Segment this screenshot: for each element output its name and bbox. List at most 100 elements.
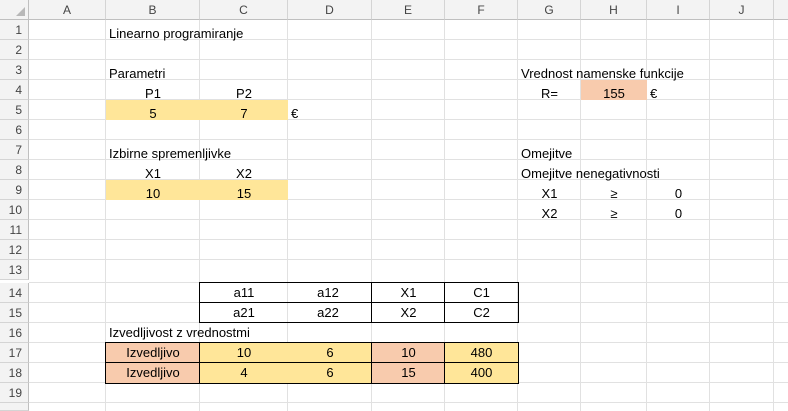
- cell-b3-parametri[interactable]: Parametri: [109, 66, 166, 81]
- cell-d14-text: a12: [317, 285, 339, 300]
- row-header-12[interactable]: 12: [0, 240, 29, 260]
- column-header-g[interactable]: G: [518, 0, 581, 20]
- gridline: [29, 402, 788, 403]
- row-header-9[interactable]: 9: [0, 180, 29, 200]
- gridline: [29, 179, 788, 180]
- row-header-15[interactable]: 15: [0, 303, 29, 323]
- cell-c14-a11[interactable]: a11 a12: [200, 283, 372, 303]
- cell-g8-nenegativnosti[interactable]: Omejitve nenegativnosti: [521, 166, 660, 181]
- cell-e18-value[interactable]: 15: [401, 365, 416, 380]
- cell-f17-value[interactable]: 480: [470, 345, 493, 360]
- column-header-h[interactable]: H: [581, 0, 647, 20]
- cell-b9-value[interactable]: 10: [145, 186, 161, 201]
- select-all-icon: [16, 7, 25, 16]
- gridline: [29, 139, 788, 140]
- cell-d18-value[interactable]: 6: [326, 365, 334, 380]
- row-header-11[interactable]: 11: [0, 220, 29, 240]
- table-row-divider: [199, 302, 519, 303]
- row-header-14[interactable]: 14: [0, 283, 29, 303]
- cell-i10-zero[interactable]: 0: [674, 206, 683, 221]
- cell-c15-a21[interactable]: a21 a22: [200, 303, 372, 323]
- cell-h4-value[interactable]: 155: [603, 86, 625, 101]
- row-header-3[interactable]: 3: [0, 60, 29, 80]
- cell-f18-value[interactable]: 400: [470, 365, 493, 380]
- column-header-e[interactable]: E: [372, 0, 445, 20]
- table-col-divider: [199, 342, 200, 384]
- cell-b18-status[interactable]: Izvedljivo: [126, 365, 180, 380]
- table-col-divider: [444, 282, 445, 323]
- cell-c17-value[interactable]: 10: [236, 345, 252, 360]
- column-header-a[interactable]: A: [29, 0, 106, 20]
- column-header-j[interactable]: J: [710, 0, 774, 20]
- row-header-partial[interactable]: [0, 403, 29, 411]
- gridline: [29, 219, 788, 220]
- table-col-divider: [371, 282, 372, 323]
- cell-b8-x1[interactable]: X1: [145, 166, 161, 181]
- row-header-16[interactable]: 16: [0, 323, 29, 343]
- cell-e17-value[interactable]: 10: [401, 345, 416, 360]
- gridline: [709, 20, 710, 411]
- cell-g3-vrednost[interactable]: Vrednost namenske funkcije: [521, 66, 684, 81]
- gridline: [646, 20, 647, 411]
- decision-vars-fill: [106, 180, 288, 200]
- cell-c8-x2[interactable]: X2: [236, 166, 252, 181]
- cell-g10-x2[interactable]: X2: [541, 206, 558, 221]
- row-header-4[interactable]: 4: [0, 80, 29, 100]
- cell-g7-omejitve[interactable]: Omejitve: [521, 146, 573, 161]
- column-header-f[interactable]: F: [445, 0, 518, 20]
- row-header-8[interactable]: 8: [0, 160, 29, 180]
- feasibility-label-fill: [106, 343, 200, 383]
- cell-d15-text: a22: [317, 305, 339, 320]
- cell-b17-status[interactable]: Izvedljivo: [126, 345, 180, 360]
- cell-h10-ge[interactable]: ≥: [610, 206, 618, 221]
- gridline: [29, 99, 788, 100]
- cell-d5-currency[interactable]: €: [291, 106, 299, 121]
- row-header-1[interactable]: 1: [0, 20, 29, 40]
- row-header-6[interactable]: 6: [0, 120, 29, 140]
- row-header-18[interactable]: 18: [0, 363, 29, 383]
- cell-i4-currency[interactable]: €: [650, 86, 658, 101]
- cell-b16-izvedljivost[interactable]: Izvedljivost z vrednostmi: [109, 325, 250, 340]
- cell-d17-value[interactable]: 6: [326, 345, 334, 360]
- gridline: [371, 20, 372, 411]
- cell-c15-text: a21: [233, 305, 255, 320]
- column-header-i[interactable]: I: [647, 0, 710, 20]
- column-header-d[interactable]: D: [288, 0, 372, 20]
- cell-g4-r[interactable]: R=: [541, 86, 558, 101]
- row-header-2[interactable]: 2: [0, 40, 29, 60]
- cell-b1-title[interactable]: Linearno programiranje: [109, 26, 244, 41]
- row-header-17[interactable]: 17: [0, 343, 29, 363]
- cell-f15-c2[interactable]: C2: [473, 305, 490, 320]
- row-header-5[interactable]: 5: [0, 100, 29, 120]
- cell-b5-value[interactable]: 5: [149, 106, 157, 121]
- cell-e14-x1[interactable]: X1: [400, 285, 417, 300]
- cell-c4-p2[interactable]: P2: [236, 86, 252, 101]
- column-header-partial[interactable]: [774, 0, 788, 20]
- gridline: [773, 20, 774, 411]
- cell-f14-c1[interactable]: C1: [473, 285, 490, 300]
- feasibility-x-fill: [372, 343, 445, 383]
- gridline: [287, 20, 288, 411]
- row-header-10[interactable]: 10: [0, 200, 29, 220]
- cell-b7-izbirne[interactable]: Izbirne spremenljivke: [109, 146, 232, 161]
- column-header-c[interactable]: C: [200, 0, 288, 20]
- select-all-corner[interactable]: [0, 0, 29, 20]
- row-header-13[interactable]: 13: [0, 260, 29, 280]
- cell-c18-value[interactable]: 4: [240, 365, 248, 380]
- cell-g9-x1[interactable]: X1: [541, 186, 558, 201]
- gridline: [105, 20, 106, 411]
- cell-e15-x2[interactable]: X2: [400, 305, 417, 320]
- cell-c9-value[interactable]: 15: [236, 186, 252, 201]
- gridline: [29, 259, 788, 260]
- gridline: [580, 20, 581, 411]
- cell-i9-zero[interactable]: 0: [674, 186, 683, 201]
- cell-b4-p1[interactable]: P1: [145, 86, 161, 101]
- gridline: [29, 39, 788, 40]
- row-header-19[interactable]: 19: [0, 383, 29, 403]
- row-header-7[interactable]: 7: [0, 140, 29, 160]
- column-header-b[interactable]: B: [106, 0, 200, 20]
- cell-c5-value[interactable]: 7: [240, 106, 248, 121]
- cell-h9-ge[interactable]: ≥: [610, 186, 618, 201]
- gridline: [517, 20, 518, 411]
